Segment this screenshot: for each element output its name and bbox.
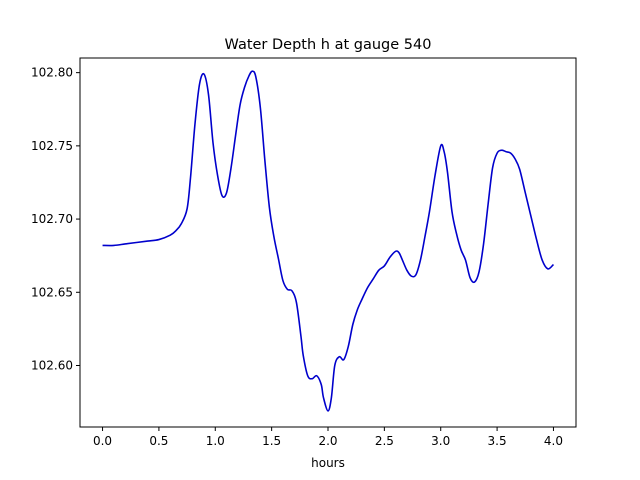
y-axis-ticks: 102.60 102.65 102.70 102.75 102.80 <box>31 66 80 373</box>
x-tick-label: 2.0 <box>318 434 337 448</box>
y-tick-label: 102.60 <box>31 359 73 373</box>
series-line-0 <box>102 70 555 412</box>
x-tick-label: 1.0 <box>206 434 225 448</box>
y-tick-label: 102.80 <box>31 66 73 80</box>
x-tick-label: 1.5 <box>262 434 281 448</box>
y-tick-label: 102.65 <box>31 285 73 299</box>
x-axis-label: hours <box>311 456 345 470</box>
x-tick-label: 3.5 <box>488 434 507 448</box>
y-tick-label: 102.70 <box>31 212 73 226</box>
x-axis-ticks: 0.0 0.5 1.0 1.5 2.0 2.5 3.0 3.5 4.0 <box>93 427 563 448</box>
y-tick-label: 102.75 <box>31 139 73 153</box>
x-tick-label: 3.0 <box>431 434 450 448</box>
x-tick-label: 2.5 <box>375 434 394 448</box>
series-layer <box>102 70 555 412</box>
chart-title: Water Depth h at gauge 540 <box>225 37 432 53</box>
x-tick-label: 0.5 <box>149 434 168 448</box>
x-tick-label: 4.0 <box>544 434 563 448</box>
x-tick-label: 0.0 <box>93 434 112 448</box>
